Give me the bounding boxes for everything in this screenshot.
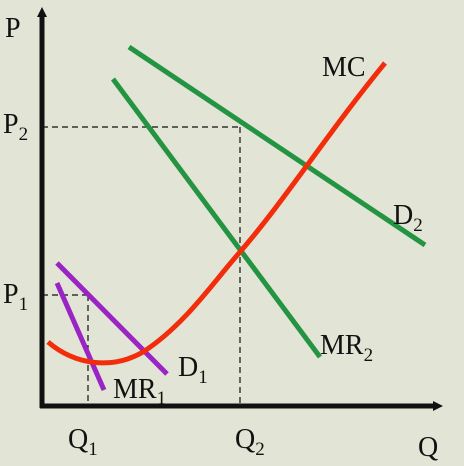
q1-label-base: Q <box>68 424 88 455</box>
mc-label: MC <box>322 52 366 83</box>
p2-label-base: P <box>3 109 19 140</box>
d2-label-base: D <box>393 200 413 231</box>
mr2-label-base: MR <box>320 330 364 361</box>
d1-label: D1 <box>178 352 208 388</box>
q2-label: Q2 <box>235 424 265 460</box>
marginal-cost-curve <box>46 61 387 366</box>
mr1-label: MR1 <box>113 374 166 409</box>
y-axis-label: P <box>5 13 21 44</box>
p2-label-sub: 2 <box>19 124 29 145</box>
d1-label-base: D <box>178 352 198 383</box>
q2-label-sub: 2 <box>255 439 265 460</box>
d2-label-sub: 2 <box>413 215 423 236</box>
q1-label-sub: 1 <box>88 439 98 460</box>
demand-curve-2 <box>127 44 427 248</box>
mr1-label-base: MR <box>113 374 157 405</box>
marginal-revenue-curve-1 <box>54 281 107 392</box>
p1-label: P1 <box>3 279 28 315</box>
mr2-label: MR2 <box>320 330 373 366</box>
marginal-revenue-curve-2 <box>110 77 323 359</box>
q2-label-base: Q <box>235 424 255 455</box>
q1-label: Q1 <box>68 424 98 460</box>
d2-label: D2 <box>393 200 423 236</box>
mc-label-base: MC <box>322 52 366 83</box>
x-axis-label: Q <box>418 432 438 463</box>
mr2-label-sub: 2 <box>364 345 374 366</box>
demand-curve-1 <box>55 261 169 376</box>
p1-label-base: P <box>3 279 19 310</box>
guide-lines <box>42 126 241 405</box>
p2-label: P2 <box>3 109 28 145</box>
mr1-label-sub: 1 <box>157 388 167 409</box>
p1-label-sub: 1 <box>19 294 29 315</box>
d1-label-sub: 1 <box>198 367 208 388</box>
